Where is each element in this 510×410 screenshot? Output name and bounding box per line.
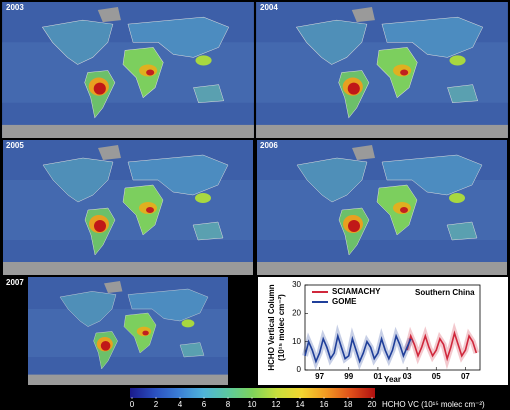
- series-line: [304, 332, 412, 364]
- colorbar-label: HCHO VC (10¹⁵ molec cm⁻²): [382, 400, 485, 409]
- panel: 2007: [6, 277, 229, 385]
- annotation: Southern China: [415, 288, 475, 297]
- plot-frame: [304, 284, 481, 371]
- colorbar-tick-label: 2: [154, 400, 159, 409]
- colorbar-tick-label: 10: [248, 400, 257, 409]
- panel: 2005: [2, 140, 254, 275]
- x-tick-label: 03: [403, 372, 412, 381]
- colorbar-tick-label: 20: [368, 400, 377, 409]
- y-tick-label: 20: [292, 308, 301, 317]
- colorbar-tick-label: 6: [202, 400, 207, 409]
- y-tick-label: 30: [292, 280, 301, 289]
- x-tick-label: 99: [344, 372, 353, 381]
- x-tick-label: 05: [432, 372, 441, 381]
- colorbar-tick-label: 0: [130, 400, 135, 409]
- colorbar-tick-label: 16: [320, 400, 329, 409]
- colorbar-tick-label: 4: [178, 400, 183, 409]
- panel: 2003: [2, 2, 254, 138]
- x-tick-label: 97: [315, 372, 324, 381]
- panel-year: 2006: [260, 141, 278, 150]
- y-axis-label: HCHO Vertical Column: [267, 284, 276, 370]
- series-line: [406, 330, 478, 362]
- x-axis-label: Year: [384, 375, 401, 384]
- colorbar-tick-label: 14: [296, 400, 305, 409]
- colorbar-tick-label: 18: [344, 400, 353, 409]
- panel: 2006: [256, 140, 508, 275]
- y-tick-label: 10: [292, 337, 301, 346]
- panel-year: 2005: [6, 141, 24, 150]
- y-tick-label: 0: [297, 365, 302, 374]
- panel-year: 2004: [260, 3, 278, 12]
- y-axis-label: (10¹⁵ molec cm⁻²): [277, 294, 286, 361]
- x-tick-label: 07: [461, 372, 470, 381]
- panel-year: 2003: [6, 3, 24, 12]
- colorbar: [130, 388, 375, 398]
- panel: 2004: [256, 2, 508, 138]
- panel-year: 2007: [6, 278, 24, 287]
- x-tick-label: 01: [373, 372, 382, 381]
- chart-background: [258, 277, 508, 385]
- legend-label: SCIAMACHY: [332, 287, 381, 296]
- legend-label: GOME: [332, 297, 357, 306]
- colorbar-tick-label: 12: [272, 400, 281, 409]
- colorbar-tick-label: 8: [226, 400, 231, 409]
